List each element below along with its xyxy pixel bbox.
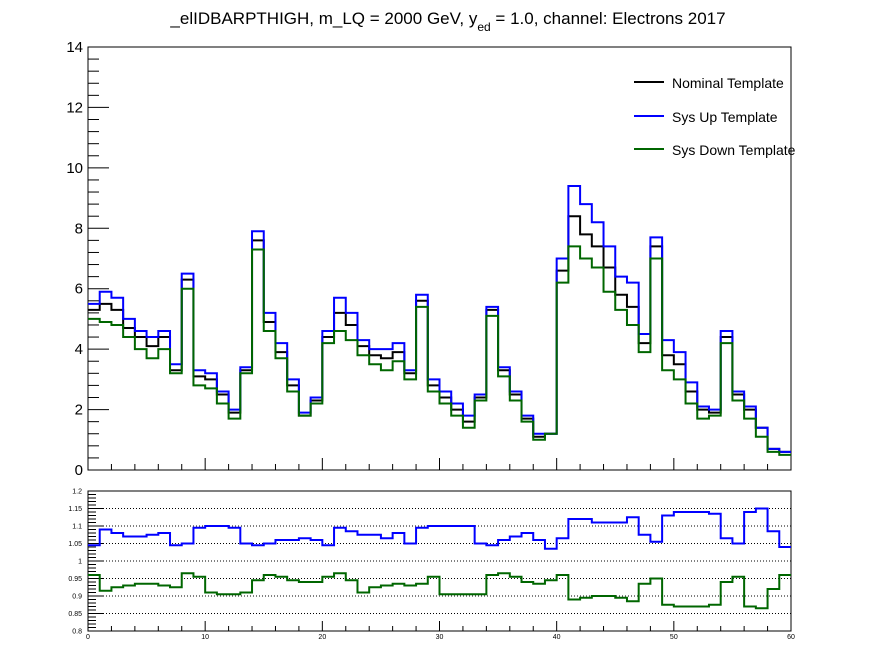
ratio-line-sys-down — [88, 572, 791, 610]
ratio-y-tick-label: 1 — [78, 559, 82, 566]
main-y-tick-label: 6 — [75, 281, 83, 298]
ratio-panel: 0.8 0.85 0.9 0.95 1 1.05 1.1 1.15 1.2 0 10 20 30 40 5… — [68, 489, 795, 642]
ratio-line-sys-up — [88, 507, 791, 550]
main-y-axis: 0 2 4 6 8 10 12 14 — [66, 39, 109, 479]
ratio-y-tick-label: 0.95 — [68, 576, 82, 583]
ratio-x-tick-label: 40 — [553, 634, 561, 641]
main-y-tick-label: 12 — [66, 99, 83, 116]
main-y-tick-label: 4 — [75, 341, 83, 358]
ratio-x-tick-label: 0 — [86, 634, 90, 641]
series-line-sys-up — [88, 184, 791, 453]
series-line-sys-down — [88, 245, 791, 456]
main-y-tick-label: 14 — [66, 39, 83, 56]
ratio-y-tick-label: 1.1 — [72, 524, 82, 531]
ratio-y-tick-label: 1.05 — [68, 541, 82, 548]
ratio-y-tick-label: 0.9 — [72, 594, 82, 601]
ratio-x-tick-label: 20 — [318, 634, 326, 641]
main-y-tick-label: 2 — [75, 402, 83, 419]
ratio-y-tick-label: 0.85 — [68, 611, 82, 618]
ratio-y-tick-label: 0.8 — [72, 629, 82, 636]
ratio-series-group — [88, 507, 791, 610]
legend-label-sys-up: Sys Up Template — [672, 109, 778, 125]
main-y-tick-label: 0 — [75, 462, 83, 479]
ratio-x-axis: 0 10 20 30 40 50 60 — [86, 621, 795, 641]
legend: Nominal Template Sys Up Template Sys Dow… — [634, 75, 796, 158]
ratio-x-tick-label: 10 — [201, 634, 209, 641]
legend-label-nominal: Nominal Template — [672, 75, 784, 91]
main-panel: 0 2 4 6 8 10 12 14 — [66, 39, 792, 479]
ratio-x-tick-label: 60 — [787, 634, 795, 641]
ratio-y-tick-label: 1.2 — [72, 489, 82, 496]
main-y-tick-label: 10 — [66, 160, 83, 177]
main-y-tick-label: 8 — [75, 220, 83, 237]
chart-title: _elIDBARPTHIGH, m_LQ = 2000 GeV, yed = 1… — [169, 9, 725, 34]
main-x-ticks — [87, 458, 792, 470]
ratio-x-tick-label: 50 — [670, 634, 678, 641]
legend-label-sys-down: Sys Down Template — [672, 142, 796, 158]
main-series-group — [88, 184, 791, 456]
ratio-x-tick-label: 30 — [436, 634, 444, 641]
ratio-y-tick-label: 1.15 — [68, 506, 82, 513]
